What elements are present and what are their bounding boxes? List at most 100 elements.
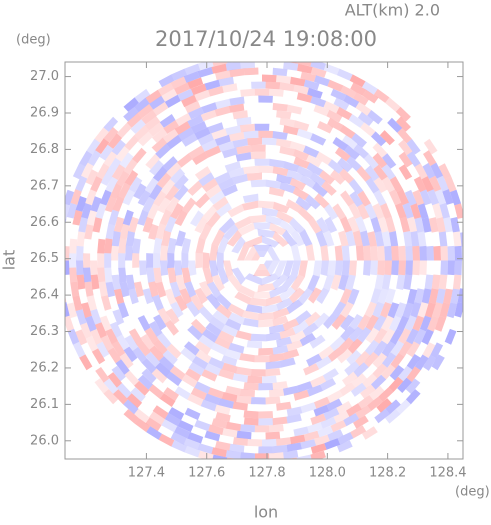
echo-cell	[122, 209, 134, 226]
echo-cell	[194, 217, 208, 234]
echo-cell	[365, 314, 379, 331]
echo-cell	[67, 328, 80, 345]
echo-cell	[243, 165, 259, 175]
echo-cell	[304, 311, 321, 327]
echo-cell	[173, 184, 189, 201]
echo-cell	[385, 216, 396, 233]
echo-cell	[279, 357, 296, 368]
echo-cell	[396, 189, 409, 206]
echo-cell	[69, 253, 77, 268]
echo-cell	[128, 216, 139, 233]
echo-cell	[345, 230, 356, 247]
echo-cell	[245, 304, 262, 314]
echo-cell	[70, 189, 82, 205]
echo-cell	[367, 396, 383, 411]
echo-cell	[170, 432, 187, 445]
echo-cell	[194, 193, 210, 209]
echo-cell	[208, 357, 225, 370]
echo-cell	[113, 389, 128, 405]
echo-cell	[223, 260, 234, 278]
echo-cell	[304, 194, 321, 210]
echo-cell	[95, 138, 110, 154]
echo-cell	[85, 315, 97, 332]
echo-cell	[341, 245, 350, 261]
echo-cell	[212, 310, 229, 325]
echo-cell	[272, 416, 288, 426]
echo-cell	[159, 114, 176, 128]
echo-cell	[190, 83, 207, 96]
echo-cell	[324, 216, 338, 233]
echo-cell	[229, 68, 245, 78]
echo-cell	[117, 182, 131, 199]
echo-cell	[257, 228, 276, 238]
echo-cell	[162, 349, 178, 365]
echo-cell	[272, 201, 290, 214]
y-tick-label: 26.4	[30, 288, 59, 303]
echo-cell	[241, 200, 259, 211]
echo-cell	[174, 209, 188, 226]
echo-cell	[125, 274, 135, 290]
echo-cell	[153, 190, 167, 207]
echo-cell	[204, 79, 221, 91]
echo-cell	[332, 203, 347, 220]
echo-cell	[427, 189, 439, 206]
echo-cell	[419, 260, 427, 276]
echo-cell	[333, 410, 350, 424]
echo-cell	[112, 309, 125, 326]
echo-cell	[164, 320, 179, 336]
echo-cell	[236, 145, 252, 155]
echo-cell	[338, 274, 349, 291]
echo-cell	[370, 260, 378, 276]
echo-cell	[310, 450, 326, 459]
echo-cell	[327, 79, 344, 92]
echo-cell	[202, 252, 210, 269]
echo-cell	[340, 190, 355, 207]
echo-cell	[344, 145, 360, 160]
echo-cell	[208, 86, 224, 97]
echo-cell	[454, 245, 462, 261]
echo-cell	[276, 75, 292, 84]
echo-cell	[244, 244, 257, 261]
echo-cell	[283, 348, 300, 360]
echo-cell	[355, 216, 367, 233]
echo-cell	[221, 392, 238, 403]
echo-cell	[145, 351, 161, 368]
echo-cell	[313, 104, 330, 117]
echo-cell	[372, 203, 385, 220]
echo-cell	[158, 433, 175, 447]
echo-cell	[443, 288, 453, 304]
echo-cell	[247, 438, 262, 447]
echo-cell	[272, 307, 290, 320]
echo-cell	[407, 288, 418, 305]
echo-cell	[389, 315, 402, 332]
echo-cell	[414, 288, 425, 304]
echo-cell	[289, 141, 306, 152]
echo-cell	[202, 267, 214, 285]
echo-cell	[267, 260, 280, 277]
echo-cell	[166, 343, 182, 359]
echo-cell	[398, 328, 412, 345]
echo-cell	[183, 438, 200, 450]
echo-cell	[267, 244, 280, 261]
echo-cell	[164, 216, 177, 233]
echo-cell	[155, 362, 171, 378]
echo-cell	[378, 387, 394, 402]
echo-cell	[197, 133, 214, 146]
echo-cell	[413, 328, 427, 345]
echo-cell	[272, 381, 288, 390]
echo-cell	[424, 302, 436, 318]
echo-cell	[286, 442, 302, 452]
echo-cell	[338, 337, 355, 353]
echo-cell	[350, 425, 367, 439]
echo-cell	[254, 425, 270, 433]
echo-cell	[183, 71, 200, 83]
echo-cell	[199, 281, 212, 298]
echo-cell	[422, 162, 436, 179]
echo-cell	[272, 102, 288, 112]
echo-cell	[390, 340, 405, 357]
echo-cell	[297, 63, 313, 74]
echo-cell	[156, 332, 172, 349]
echo-cell	[103, 127, 119, 143]
echo-cell	[336, 106, 353, 120]
echo-cell	[380, 203, 392, 219]
